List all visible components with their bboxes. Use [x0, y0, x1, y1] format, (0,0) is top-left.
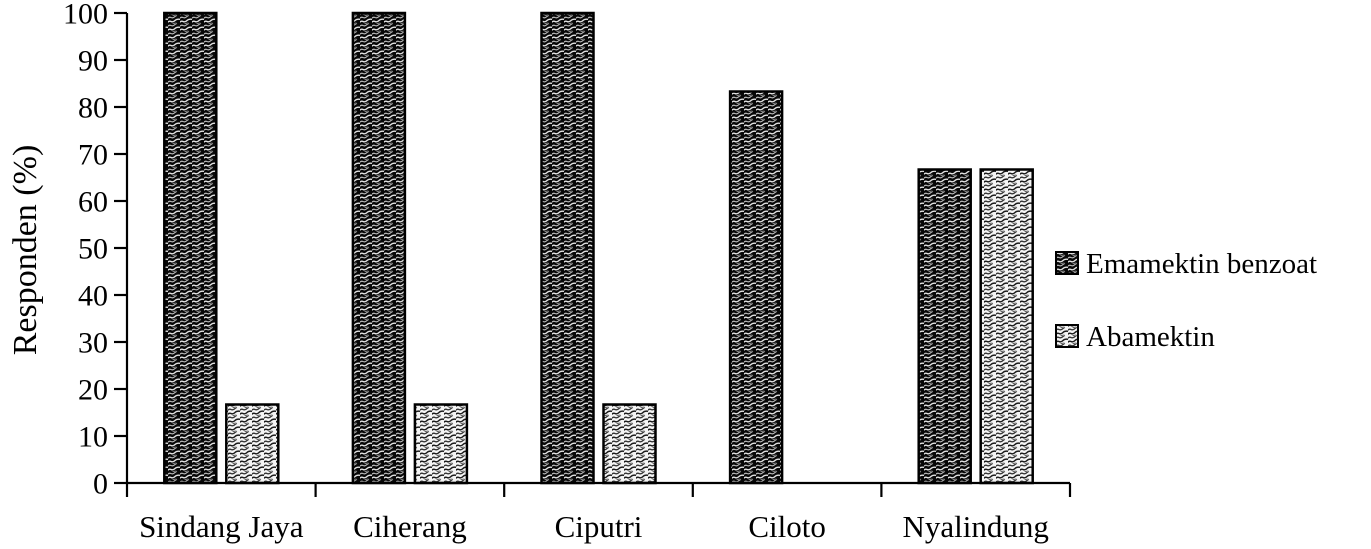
- y-axis-title: Responden (%): [7, 145, 44, 356]
- y-tick-label: 20: [78, 374, 108, 407]
- bar-abamektin-sindang-jaya: [225, 403, 280, 485]
- legend-label-emamektin-benzoat: Emamektin benzoat: [1086, 248, 1317, 280]
- bar-emamektin-benzoat-sindang-jaya: [163, 11, 218, 485]
- bar-abamektin-ciherang: [413, 403, 469, 485]
- y-tick-label: 50: [78, 233, 108, 266]
- bar-abamektin-nyalindung: [979, 168, 1034, 485]
- y-tick-label: 90: [78, 45, 108, 78]
- x-category-label-sindang-jaya: Sindang Jaya: [139, 509, 304, 544]
- x-category-label-ciherang: Ciherang: [353, 509, 467, 544]
- x-category-label-nyalindung: Nyalindung: [903, 509, 1049, 544]
- y-tick-label: 30: [78, 327, 108, 360]
- bar-emamektin-benzoat-nyalindung: [917, 168, 972, 485]
- bar-emamektin-benzoat-ciherang: [351, 11, 407, 485]
- legend-item-emamektin-benzoat: Emamektin benzoat: [1055, 248, 1317, 280]
- legend-label-abamektin: Abamektin: [1086, 321, 1215, 353]
- y-tick-label: 40: [78, 280, 108, 313]
- x-category-label-ciloto: Ciloto: [748, 509, 826, 544]
- x-category-label-ciputri: Ciputri: [555, 509, 643, 544]
- legend-swatch-dark-weave-icon: [1055, 251, 1079, 275]
- bar-emamektin-benzoat-ciputri: [540, 11, 595, 485]
- y-tick-label: 10: [78, 421, 108, 454]
- legend-swatch-light-weave-icon: [1055, 324, 1079, 348]
- bar-abamektin-ciputri: [602, 403, 657, 485]
- y-tick-label: 70: [78, 139, 108, 172]
- y-tick-label: 60: [78, 186, 108, 219]
- y-tick-label: 80: [78, 92, 108, 125]
- plot-area: 0 10 20 30 40 50 60 70 80 90 100 Sindang Jaya Cihera…: [63, 0, 1072, 544]
- legend-item-abamektin: Abamektin: [1055, 321, 1215, 353]
- y-tick-label: 100: [63, 0, 108, 31]
- y-tick-label: 0: [93, 468, 108, 501]
- bar-emamektin-benzoat-ciloto: [728, 90, 784, 485]
- legend: Emamektin benzoat Abamektin: [1055, 248, 1317, 353]
